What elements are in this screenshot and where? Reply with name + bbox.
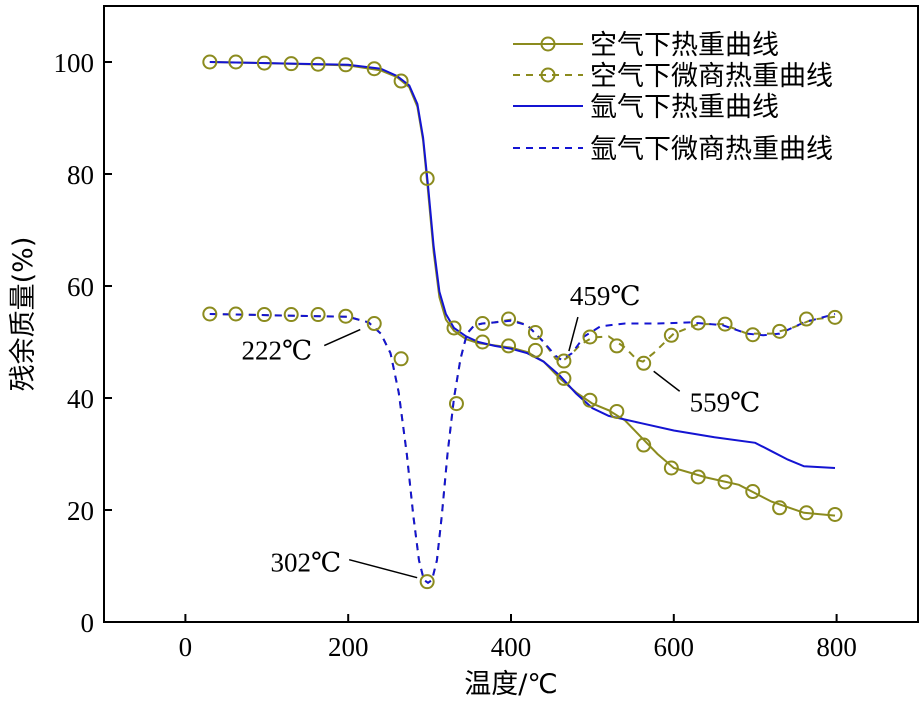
annotation-label: 559℃ bbox=[690, 387, 761, 417]
air-tg-marker bbox=[366, 61, 382, 77]
air-dtg-marker bbox=[501, 311, 517, 327]
air-dtg-marker bbox=[228, 306, 244, 322]
air-tg-marker bbox=[636, 437, 652, 453]
annotation-label: 222℃ bbox=[242, 336, 313, 366]
air-tg-marker bbox=[202, 54, 218, 70]
air-dtg-marker bbox=[393, 351, 409, 367]
air-tg-marker bbox=[475, 334, 491, 350]
air-dtg-marker bbox=[609, 338, 625, 354]
air-dtg-marker bbox=[256, 307, 272, 323]
y-tick-label: 60 bbox=[67, 272, 94, 302]
annotations: 222℃ 302℃ 459℃ 559℃ bbox=[242, 281, 761, 579]
series-line-1 bbox=[209, 61, 836, 517]
y-tick-label: 0 bbox=[81, 608, 95, 638]
x-axis-label: 温度/℃ bbox=[464, 669, 557, 700]
x-tick-label: 600 bbox=[654, 632, 695, 662]
air-tg-marker bbox=[310, 56, 326, 72]
legend-label: 氩气下微商热重曲线 bbox=[590, 134, 833, 165]
annotation-leader bbox=[653, 370, 681, 392]
air-tg-marker bbox=[283, 56, 299, 72]
annotation-label: 302℃ bbox=[270, 548, 341, 578]
x-axis-ticks: 0 200 400 600 800 bbox=[179, 614, 857, 662]
air-dtg-marker bbox=[338, 308, 354, 324]
legend-marker bbox=[540, 36, 556, 52]
y-tick-label: 40 bbox=[67, 384, 94, 414]
air-dtg-marker bbox=[827, 309, 843, 325]
air-tg-marker bbox=[609, 403, 625, 419]
legend-label: 氩气下热重曲线 bbox=[590, 92, 779, 123]
legend-marker bbox=[540, 67, 556, 83]
air-tg-marker bbox=[663, 460, 679, 476]
air-dtg-marker bbox=[636, 355, 652, 371]
y-tick-label: 20 bbox=[67, 496, 94, 526]
y-tick-label: 80 bbox=[67, 160, 94, 190]
air-dtg-marker bbox=[283, 307, 299, 323]
air-dtg-marker bbox=[772, 323, 788, 339]
air-tg-marker bbox=[393, 73, 409, 89]
air-tg-marker bbox=[556, 370, 572, 386]
air-dtg-marker bbox=[798, 311, 814, 327]
air-dtg-marker bbox=[448, 396, 464, 412]
air-dtg-marker bbox=[745, 327, 761, 343]
y-tick-label: 100 bbox=[54, 48, 95, 78]
x-tick-label: 0 bbox=[179, 632, 193, 662]
air-tg-marker bbox=[446, 320, 462, 336]
air-dtg-marker bbox=[663, 327, 679, 343]
air-tg-marker bbox=[228, 54, 244, 70]
air-dtg-marker bbox=[690, 315, 706, 331]
air-dtg-marker bbox=[475, 316, 491, 332]
air-tg-marker bbox=[690, 469, 706, 485]
x-tick-label: 200 bbox=[328, 632, 369, 662]
air-dtg-marker bbox=[527, 324, 543, 340]
legend-label: 空气下热重曲线 bbox=[590, 30, 779, 61]
plot-area bbox=[202, 54, 843, 590]
y-axis-ticks: 0 20 40 60 80 100 bbox=[54, 48, 112, 638]
legend-label: 空气下微商热重曲线 bbox=[590, 61, 833, 92]
annotation-label: 459℃ bbox=[570, 281, 641, 311]
air-tg-marker bbox=[772, 500, 788, 516]
axes: 0 200 400 600 800 0 20 40 60 80 100 温度/℃ 残余质量(%) bbox=[8, 5, 919, 700]
air-dtg-marker bbox=[717, 316, 733, 332]
air-tg-marker bbox=[827, 506, 843, 522]
annotation-leader bbox=[323, 328, 361, 347]
air-dtg-marker bbox=[366, 316, 382, 332]
air-tg-marker bbox=[745, 484, 761, 500]
air-tg-marker bbox=[527, 342, 543, 358]
air-dtg-marker bbox=[310, 307, 326, 323]
y-axis-label: 残余质量(%) bbox=[8, 237, 39, 392]
series-line-3 bbox=[209, 61, 836, 469]
air-tg-marker bbox=[256, 55, 272, 71]
air-tg-marker bbox=[501, 338, 517, 354]
series-line-4 bbox=[209, 313, 836, 585]
air-tg-marker bbox=[338, 57, 354, 73]
x-tick-label: 800 bbox=[816, 632, 857, 662]
annotation-leader bbox=[568, 316, 579, 352]
air-tg-marker bbox=[717, 474, 733, 490]
air-dtg-marker bbox=[419, 574, 435, 590]
air-tg-marker bbox=[582, 392, 598, 408]
air-tg-marker bbox=[419, 170, 435, 186]
annotation-leader bbox=[348, 558, 418, 579]
air-dtg-marker bbox=[582, 329, 598, 345]
air-dtg-marker bbox=[202, 306, 218, 322]
air-dtg-marker bbox=[556, 353, 572, 369]
air-tg-marker bbox=[798, 505, 814, 521]
x-tick-label: 400 bbox=[491, 632, 532, 662]
